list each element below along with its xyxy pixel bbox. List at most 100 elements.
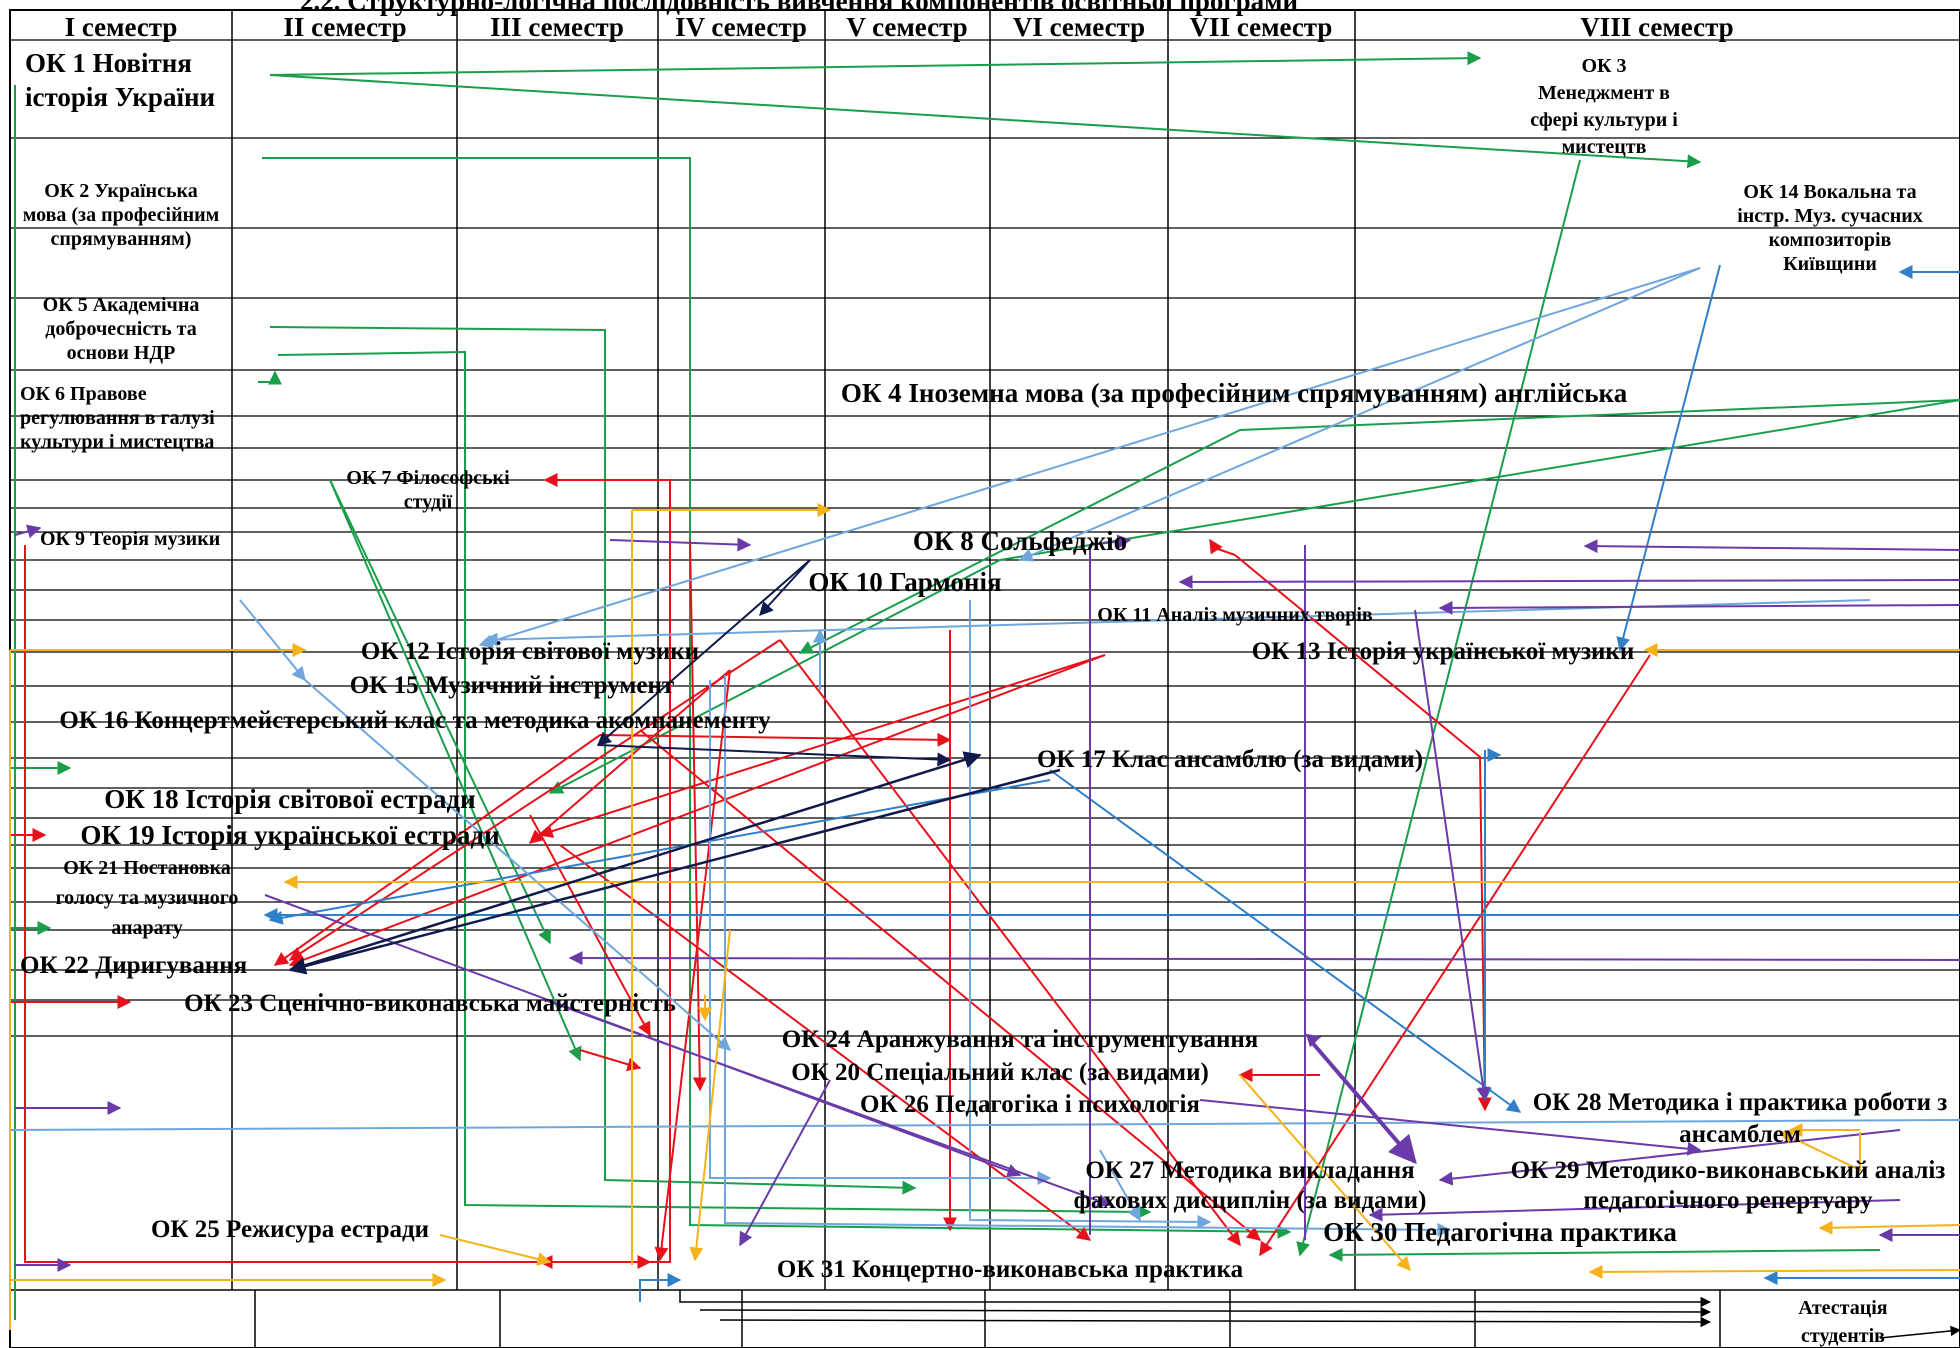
ok7-label: ОК 7 Філософські студії xyxy=(346,467,510,513)
semester-header: VIII семестр xyxy=(1580,12,1733,42)
dependency-arrow xyxy=(538,654,1106,838)
ok2-label: ОК 2 Українська мова (за професійним спрям… xyxy=(23,180,220,250)
dependency-arrow xyxy=(1305,1033,1322,1048)
ok24-label: ОК 24 Аранжування та інструментування xyxy=(782,1026,1259,1053)
ok19-label: ОК 19 Історія української естради xyxy=(80,820,499,850)
ok30-label: ОК 30 Педагогічна практика xyxy=(1323,1217,1677,1247)
dependency-arrow xyxy=(1234,554,1492,1112)
dependency-arrow xyxy=(277,350,1152,1219)
ok14-label: ОК 14 Вокальна та інстр. Муз. сучасних ком… xyxy=(1737,181,1923,275)
semester-grid xyxy=(9,9,1960,1348)
semester-header: VII семестр xyxy=(1190,12,1333,42)
ok15-label: ОК 15 Музичний інструмент xyxy=(350,672,674,699)
dependency-arrow xyxy=(1414,609,1491,1102)
dependency-arrow xyxy=(568,951,1960,966)
dependency-arrow xyxy=(759,559,811,617)
semester-header: I семестр xyxy=(65,12,178,42)
dependency-arrow xyxy=(544,999,1112,1208)
dependency-arrow xyxy=(1328,1247,1881,1262)
dependency-arrow xyxy=(1368,1199,1901,1222)
dependency-arrow xyxy=(719,1316,1712,1328)
dependency-arrow xyxy=(1049,769,1522,1113)
dependency-arrow xyxy=(1259,654,1651,1257)
ok6-label: ОК 6 Правове регулювання в галузі культури… xyxy=(20,383,215,453)
ok9-label: ОК 9 Теорія музики xyxy=(40,528,220,550)
ok1-label: ОК 1 Новітня історія України xyxy=(25,48,215,112)
dependency-arrow xyxy=(24,545,652,1269)
dependency-arrow xyxy=(288,768,1061,975)
ok5-label: ОК 5 Академічна доброчесність та основи НД… xyxy=(43,294,200,364)
dependency-arrow xyxy=(10,1119,1960,1131)
dependency-arrow xyxy=(1616,264,1721,652)
dependency-arrow xyxy=(1308,1038,1417,1165)
ok22-label: ОК 22 Диригування xyxy=(20,952,247,979)
ok11-label: ОК 11 Аналіз музичних творів xyxy=(1097,604,1373,626)
ok20-label: ОК 20 Спеціальний клас (за видами) xyxy=(791,1059,1209,1086)
dependency-arrow xyxy=(689,929,731,1262)
dependency-arrow xyxy=(14,524,42,539)
dependency-arrows xyxy=(9,51,1960,1339)
dependency-arrow xyxy=(262,157,1292,1239)
dependency-arrow xyxy=(273,734,601,966)
ok17-label: ОК 17 Клас ансамблю (за видами) xyxy=(1037,746,1423,773)
dependency-arrow xyxy=(779,639,1241,1247)
dependency-arrow xyxy=(329,479,551,945)
ok8-label: ОК 8 Сольфеджіо xyxy=(913,526,1127,556)
dependency-arrow xyxy=(1089,534,1132,1235)
dependency-arrow xyxy=(1438,600,1960,615)
dependency-arrow xyxy=(258,370,282,385)
semester-header: IV семестр xyxy=(675,12,807,42)
dependency-arrow xyxy=(548,399,1960,794)
dependency-arrow xyxy=(1296,159,1581,1257)
dependency-arrow xyxy=(269,51,1482,76)
ok3-label: ОК 3 Менеджмент в сфері культури і мистецтв xyxy=(1530,55,1678,158)
dependency-arrow xyxy=(679,1290,1712,1308)
dependency-arrow xyxy=(1199,1099,1702,1156)
dependency-arrow xyxy=(1178,574,1960,589)
ok28-label: ОК 28 Методика і практика роботи з ансамб… xyxy=(1533,1089,1948,1148)
ok26-label: ОК 26 Педагогіка і психологія xyxy=(860,1091,1200,1118)
semester-header: V семестр xyxy=(846,12,967,42)
dependency-arrow xyxy=(597,744,952,767)
dependency-arrow xyxy=(969,600,1212,1229)
dependency-arrow xyxy=(304,679,732,1051)
ok18-label: ОК 18 Історія світової естради xyxy=(104,784,475,814)
dependency-arrow xyxy=(268,779,1051,925)
dependency-arrow xyxy=(1099,1149,1141,1222)
dependency-arrow xyxy=(599,732,952,747)
dependency-arrow xyxy=(439,1234,552,1266)
dependency-arrow xyxy=(639,1273,682,1302)
ok13-label: ОК 13 Історія української музики xyxy=(1252,638,1635,665)
dependency-arrow xyxy=(596,559,811,746)
dependency-arrow xyxy=(1879,1325,1960,1339)
dependency-arrow xyxy=(1588,1264,1960,1279)
dependency-arrow xyxy=(289,751,982,972)
ok29-label: ОК 29 Методико-виконавський аналіз педаго… xyxy=(1511,1157,1946,1214)
diagram-caption: 2.2. Структурно-логічна послідовність ви… xyxy=(300,0,1298,16)
semester-header: VI семестр xyxy=(1013,12,1145,42)
ok16-label: ОК 16 Концертмейстерський клас та методи… xyxy=(59,707,771,734)
dependency-arrow xyxy=(1778,1131,1861,1172)
dependency-arrow xyxy=(709,680,1052,1185)
dependency-arrow xyxy=(654,669,731,1262)
dependency-arrow xyxy=(1818,1220,1960,1235)
dependency-arrow xyxy=(269,74,1702,169)
semester-header: II семестр xyxy=(283,12,406,42)
dependency-arrow xyxy=(579,1049,642,1072)
ok10-label: ОК 10 Гармонія xyxy=(808,567,1001,597)
dependency-arrow xyxy=(699,1306,1712,1318)
ok4-label: ОК 4 Іноземна мова (за професійним спрям… xyxy=(841,378,1628,408)
dependency-arrow xyxy=(1018,267,1701,562)
dependency-arrow xyxy=(288,639,781,961)
component-labels: 2.2. Структурно-логічна послідовність ви… xyxy=(20,0,1947,1347)
ok27-label: ОК 27 Методика викладання фахових дисципл… xyxy=(1074,1157,1427,1214)
dependency-arrow xyxy=(329,479,582,1062)
dependency-arrow xyxy=(798,399,1960,654)
ok21-label: ОК 21 Постановка голосу та музичного апара… xyxy=(56,857,239,939)
ok23-label: ОК 23 Сценічно-виконавська майстерність xyxy=(184,990,676,1017)
semester-header: III семестр xyxy=(490,12,624,42)
dependency-arrow xyxy=(1209,538,1236,556)
ok31-label: ОК 31 Концертно-виконавська практика xyxy=(777,1256,1244,1283)
dependency-arrow xyxy=(1438,1129,1901,1186)
